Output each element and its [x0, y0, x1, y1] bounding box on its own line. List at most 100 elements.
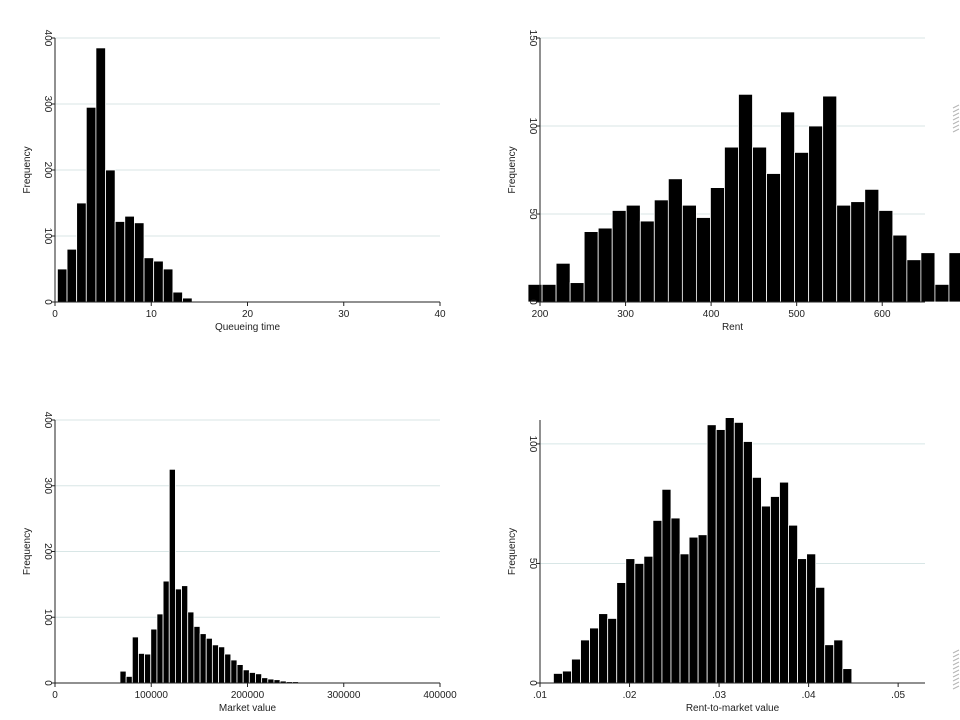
- histogram-bar: [85, 106, 97, 303]
- histogram-bar: [255, 673, 263, 684]
- histogram-bar: [230, 659, 238, 684]
- edge-hatch: [952, 108, 960, 113]
- y-tick-label: 0: [42, 680, 53, 686]
- histogram-bar: [168, 468, 176, 684]
- histogram-bar: [681, 204, 697, 303]
- x-tick-label: 0: [52, 309, 58, 320]
- histogram-bar: [878, 210, 894, 303]
- edge-hatch: [952, 104, 960, 109]
- histogram-bar: [710, 187, 725, 303]
- histogram-bar: [906, 259, 922, 303]
- histogram-bar: [715, 429, 726, 684]
- x-tick-label: 100000: [135, 690, 169, 701]
- histogram-bar: [571, 658, 581, 684]
- x-tick-label: .03: [712, 690, 726, 701]
- y-tick-label: 50: [527, 208, 538, 220]
- histogram-bar: [597, 227, 613, 303]
- histogram-bar: [193, 626, 201, 684]
- x-axis-title: Rent-to-market value: [686, 703, 780, 714]
- histogram-bar: [770, 496, 780, 684]
- histogram-bar: [688, 536, 699, 684]
- x-tick-label: 400000: [423, 690, 457, 701]
- histogram-bar: [153, 260, 164, 303]
- x-tick-label: 20: [242, 309, 254, 320]
- histogram-bar: [66, 248, 78, 303]
- y-axis-title: Frequency: [507, 146, 518, 193]
- histogram-bar: [634, 563, 645, 684]
- y-axis-title: Frequency: [22, 528, 33, 575]
- histogram-bar: [653, 199, 669, 303]
- histogram-bar: [143, 257, 155, 303]
- histogram-bar: [187, 611, 195, 684]
- edge-hatch: [952, 124, 960, 129]
- edge-hatch: [952, 657, 960, 662]
- histogram-bar: [761, 505, 771, 684]
- histogram-bar: [211, 644, 219, 684]
- edge-hatch: [952, 649, 960, 654]
- histogram-bar: [598, 613, 609, 684]
- x-tick-label: 300: [617, 309, 634, 320]
- y-tick-label: 400: [42, 412, 53, 429]
- histogram-panel-4: .01 .02 .03 .04 .05 0 50 100 Rent-to-market valu…: [507, 417, 925, 714]
- histogram-bar: [625, 204, 641, 303]
- histogram-bar: [808, 125, 824, 303]
- histogram-bar: [105, 169, 116, 303]
- histogram-bar: [248, 672, 256, 684]
- histogram-bar: [589, 627, 600, 684]
- edge-hatch: [952, 681, 960, 686]
- y-tick-label: 0: [527, 299, 538, 305]
- edge-hatch: [952, 653, 960, 658]
- histogram-bar: [625, 558, 636, 684]
- histogram-bar: [695, 217, 711, 303]
- histogram-bar: [850, 201, 866, 303]
- histogram-bar: [242, 669, 250, 684]
- edge-hatch: [952, 669, 960, 674]
- histogram-bar: [780, 111, 796, 303]
- x-tick-label: 400: [703, 309, 720, 320]
- x-tick-label: 10: [146, 309, 158, 320]
- histogram-bar: [864, 188, 880, 303]
- histogram-bar: [639, 220, 655, 303]
- edge-hatch: [952, 116, 960, 121]
- histogram-bar: [138, 653, 146, 684]
- y-axis-title: Frequency: [22, 146, 33, 193]
- x-tick-label: .04: [802, 690, 816, 701]
- histogram-bar: [788, 524, 798, 684]
- histogram-bar: [150, 628, 158, 684]
- histogram-bar: [667, 178, 683, 303]
- edge-hatch: [952, 685, 960, 690]
- histogram-bar: [920, 252, 936, 303]
- histogram-bar: [569, 282, 585, 303]
- x-axis-title: Market value: [219, 703, 277, 714]
- edge-hatch: [952, 112, 960, 117]
- x-tick-label: 300000: [327, 690, 361, 701]
- y-tick-label: 50: [527, 558, 538, 570]
- histogram-bar: [76, 202, 87, 303]
- edge-hatch: [952, 128, 960, 133]
- y-tick-label: 100: [42, 609, 53, 626]
- edge-hatch: [952, 661, 960, 666]
- histogram-bar: [822, 95, 838, 303]
- histogram-bar: [156, 613, 164, 684]
- y-tick-label: 100: [527, 118, 538, 135]
- histogram-bar: [824, 644, 835, 684]
- x-tick-label: 200: [532, 309, 549, 320]
- y-tick-label: 300: [42, 477, 53, 494]
- edge-hatch: [952, 673, 960, 678]
- histogram-bar: [114, 221, 126, 303]
- histogram-bar: [779, 481, 789, 684]
- histogram-bar: [162, 268, 174, 303]
- x-tick-label: 0: [52, 690, 58, 701]
- x-tick-label: 30: [338, 309, 350, 320]
- histogram-bar: [706, 424, 717, 684]
- histogram-bar: [182, 297, 193, 303]
- x-axis-title: Queueing time: [215, 322, 280, 333]
- y-tick-label: 100: [42, 228, 53, 245]
- histogram-bar: [766, 173, 781, 303]
- x-tick-label: .05: [891, 690, 905, 701]
- histogram-bar: [679, 553, 690, 684]
- histogram-bar: [806, 553, 817, 684]
- histogram-bar: [134, 222, 145, 303]
- edge-hatch: [952, 120, 960, 125]
